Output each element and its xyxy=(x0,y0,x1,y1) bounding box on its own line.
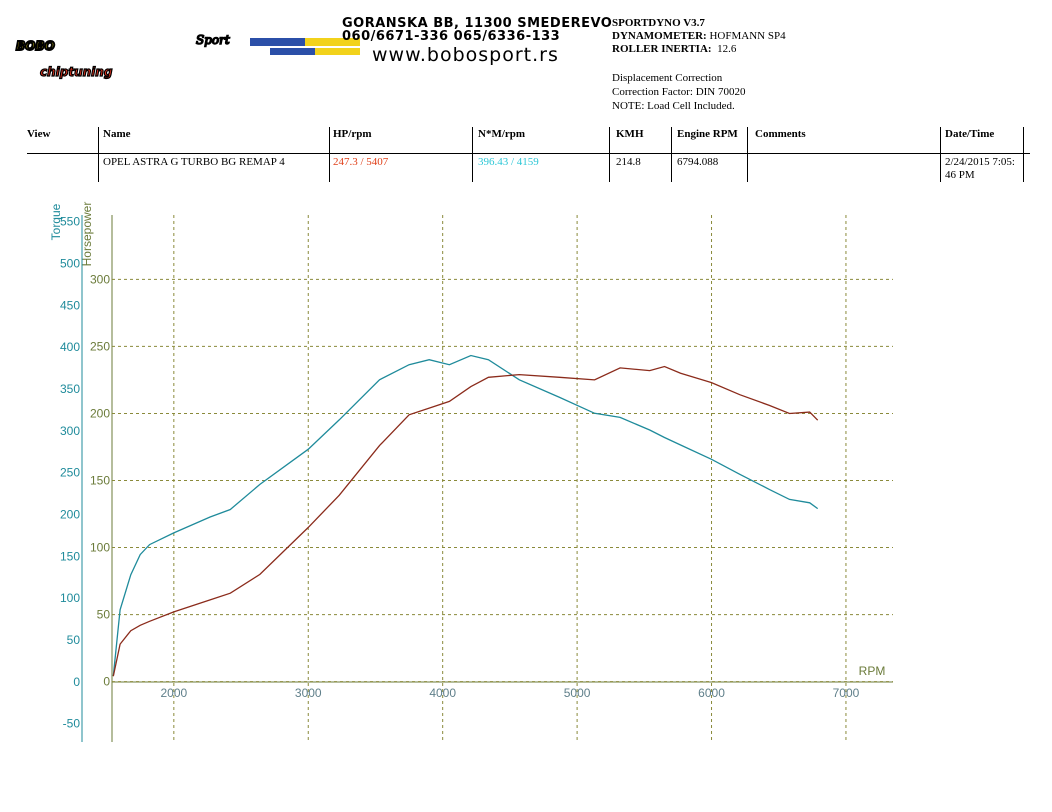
x-axis-title: RPM xyxy=(859,664,886,678)
column-header: View xyxy=(27,128,51,140)
x-tick-label: 7000 xyxy=(833,686,860,700)
column-header: N*M/rpm xyxy=(478,128,526,140)
logo-stripe xyxy=(315,48,360,55)
y2-tick-label: 400 xyxy=(60,340,80,354)
x-tick-label: 4000 xyxy=(429,686,456,700)
cell-hp: 247.3 / 5407 xyxy=(333,156,389,168)
series-line xyxy=(112,365,819,677)
table-border xyxy=(671,127,672,182)
column-header: HP/rpm xyxy=(333,128,372,140)
note: Correction Factor: DIN 70020 xyxy=(612,86,746,98)
x-tick-label: 5000 xyxy=(564,686,591,700)
y-tick-label: 50 xyxy=(97,608,111,622)
y2-tick-label: 250 xyxy=(60,466,80,480)
series-line xyxy=(112,354,819,676)
x-tick-label: 6000 xyxy=(698,686,725,700)
website: www.bobosport.rs xyxy=(372,44,559,66)
y2-tick-label: 300 xyxy=(60,424,80,438)
y-tick-label: 200 xyxy=(90,406,110,420)
label: DYNAMOMETER: xyxy=(612,30,707,42)
y2-tick-label: 500 xyxy=(60,257,80,271)
y-tick-label: 0 xyxy=(103,675,110,689)
label: ROLLER INERTIA: xyxy=(612,43,712,55)
cell-engine-rpm: 6794.088 xyxy=(677,156,719,168)
table-border xyxy=(329,127,330,182)
table-border xyxy=(98,127,99,182)
y2-tick-label: 150 xyxy=(60,549,80,563)
x-tick-label: 3000 xyxy=(295,686,322,700)
note: NOTE: Load Cell Included. xyxy=(612,100,735,112)
cell-name: OPEL ASTRA G TURBO BG REMAP 4 xyxy=(103,156,285,168)
y2-tick-label: 100 xyxy=(60,591,80,605)
y2-tick-label: 50 xyxy=(67,633,81,647)
table-border xyxy=(1023,127,1024,182)
table-border xyxy=(747,127,748,182)
logo-tagline: chiptuning xyxy=(40,65,113,79)
table-border xyxy=(472,127,473,182)
logo-stripe xyxy=(270,48,315,55)
note: Displacement Correction xyxy=(612,72,723,84)
inertia: ROLLER INERTIA: 12.6 xyxy=(612,43,736,55)
y2-tick-label: 450 xyxy=(60,298,80,312)
y-axis-title: Horsepower xyxy=(80,202,94,267)
cell-kmh: 214.8 xyxy=(616,156,641,168)
column-header: Name xyxy=(103,128,131,140)
dynamometer: DYNAMOMETER: HOFMANN SP4 xyxy=(612,30,786,42)
column-header: Engine RPM xyxy=(677,128,738,140)
table-border xyxy=(940,127,941,182)
address: GORANSKA BB, 11300 SMEDEREVO xyxy=(342,16,613,31)
y2-tick-label: 200 xyxy=(60,507,80,521)
phones: 060/6671-336 065/6336-133 xyxy=(342,29,561,44)
y2-axis-title: Torque xyxy=(49,203,63,240)
table-border xyxy=(609,127,610,182)
logo: BOBO Sport chiptuning xyxy=(15,32,360,80)
cell-date: 2/24/2015 7:05:46 PM xyxy=(945,156,1015,181)
logo-stripe xyxy=(305,38,360,46)
x-tick-label: 2000 xyxy=(160,686,187,700)
column-header: KMH xyxy=(616,128,644,140)
software: SPORTDYNO V3.7 xyxy=(612,17,705,29)
y2-tick-label: 0 xyxy=(73,675,80,689)
y-tick-label: 250 xyxy=(90,339,110,353)
logo-sport: Sport xyxy=(196,33,230,47)
cell-torque: 396.43 / 4159 xyxy=(478,156,539,168)
value: HOFMANN SP4 xyxy=(709,30,786,42)
y2-tick-label: 550 xyxy=(60,215,80,229)
y-tick-label: 150 xyxy=(90,474,110,488)
column-header: Comments xyxy=(755,128,806,140)
table-rule xyxy=(27,153,1030,154)
logo-brand: BOBO xyxy=(16,39,55,53)
y2-tick-label: -50 xyxy=(63,717,81,731)
y-tick-label: 300 xyxy=(90,272,110,286)
column-header: Date/Time xyxy=(945,128,995,140)
logo-stripe xyxy=(250,38,305,46)
y2-tick-label: 350 xyxy=(60,382,80,396)
y-tick-label: 100 xyxy=(90,541,110,555)
value: 12.6 xyxy=(717,43,737,55)
